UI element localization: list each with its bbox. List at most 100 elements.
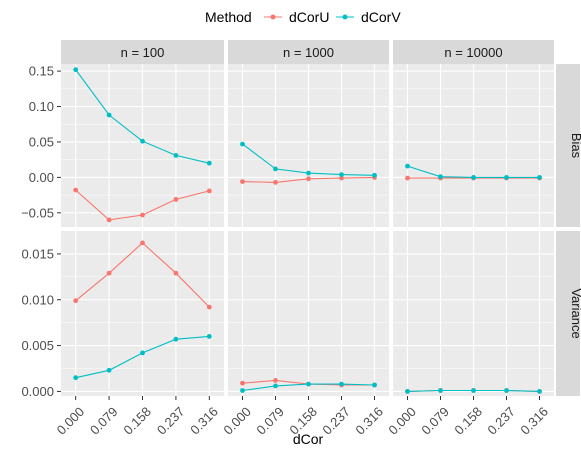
x-tick-label: 0.237 (154, 404, 188, 438)
data-point-dcorv (173, 153, 179, 158)
panel-r1-c1 (228, 231, 389, 396)
panel-r0-c1 (228, 64, 389, 227)
data-point-dcorv (173, 336, 179, 342)
x-tick-label: 0.000 (54, 404, 88, 438)
panels (61, 64, 554, 396)
data-point-dcorv (240, 388, 245, 393)
y-axes: 0.15 0.10 0.05 0.00 −0.05 0.015 0.010 0.005 0.00… (21, 64, 61, 399)
panel-data-r0-c0 (73, 67, 212, 223)
x-tick-label: 0.316 (352, 404, 386, 438)
column-strip-1: n = 1000 (228, 40, 389, 64)
data-point-dcoru (206, 188, 212, 194)
data-point-dcorv (504, 175, 509, 180)
y-tick-label: 0.000 (21, 384, 54, 399)
data-point-dcoru (73, 298, 79, 304)
x-tick-label: 0.237 (484, 404, 518, 438)
legend-item-dcoru: dCorU (264, 9, 329, 25)
panel-r1-c0 (61, 231, 224, 396)
y-tick-label: 0.10 (29, 99, 54, 114)
data-point-dcoru (73, 187, 79, 193)
data-point-dcorv (471, 388, 476, 393)
y-tick-label: 0.010 (21, 292, 54, 307)
column-strip-label: n = 1000 (283, 45, 334, 60)
data-point-dcorv (140, 138, 145, 144)
panel-r0-c0 (61, 64, 224, 227)
panel-data-r1-c1 (240, 378, 377, 393)
row-strip-bg (556, 64, 580, 227)
panel-data-r1-c0 (73, 240, 212, 381)
column-strip-label: n = 10000 (444, 45, 502, 60)
data-point-dcorv (273, 166, 278, 172)
x-axis-title: dCor (293, 431, 324, 447)
data-point-dcorv (339, 172, 344, 178)
x-tick-label: 0.079 (253, 404, 287, 438)
data-point-dcorv (273, 383, 278, 389)
data-point-dcorv (339, 381, 344, 387)
data-point-dcoru (106, 270, 112, 276)
column-strip-bg (228, 40, 389, 64)
data-point-dcorv (372, 382, 377, 388)
y-tick-label: 0.15 (29, 64, 54, 79)
x-tick-label: 0.000 (385, 404, 419, 438)
panel-data-r0-c2 (405, 163, 542, 181)
legend-title: Method (205, 9, 252, 25)
y-tick-label: 0.015 (21, 246, 54, 261)
y-tick-label: 0.005 (21, 338, 54, 353)
data-point-dcoru (140, 212, 145, 218)
data-point-dcorv (306, 170, 311, 176)
data-point-dcoru (240, 380, 245, 386)
data-point-dcorv (206, 334, 212, 339)
data-point-dcoru (173, 197, 179, 202)
data-point-dcorv (206, 160, 212, 166)
data-point-dcoru (173, 270, 179, 276)
x-tick-label: 0.316 (187, 404, 221, 438)
data-point-dcorv (106, 367, 112, 373)
column-strip-bg (393, 40, 554, 64)
y-tick-label: 0.05 (29, 134, 54, 149)
panel-r1-c2 (393, 231, 554, 396)
legend-label-dcorv: dCorV (361, 9, 401, 25)
data-point-dcoru (306, 176, 311, 182)
row-strip-label: Variance (569, 288, 581, 338)
data-point-dcorv (405, 389, 410, 394)
legend-item-dcorv: dCorV (336, 9, 401, 25)
legend-key-point-dcoru (270, 14, 276, 20)
data-point-dcorv (438, 388, 443, 393)
data-point-dcorv (537, 389, 542, 394)
x-tick-label: 0.316 (517, 404, 551, 438)
y-tick-label: 0.00 (29, 170, 54, 185)
x-tick-label: 0.237 (319, 404, 353, 438)
data-point-dcoru (405, 175, 410, 181)
data-point-dcorv (73, 375, 79, 381)
panel-data-r1-c2 (405, 388, 542, 394)
data-point-dcoru (140, 240, 145, 246)
legend-label-dcoru: dCorU (289, 9, 329, 25)
data-point-dcorv (405, 163, 410, 169)
data-point-dcoru (273, 378, 278, 383)
row-strip-0: Bias (556, 64, 581, 227)
data-point-dcoru (240, 179, 245, 185)
x-tick-label: 0.079 (87, 404, 121, 438)
column-strip-2: n = 10000 (393, 40, 554, 64)
data-point-dcorv (73, 67, 79, 73)
data-point-dcorv (306, 381, 311, 387)
data-point-dcorv (372, 172, 377, 178)
x-tick-label: 0.079 (418, 404, 452, 438)
panel-data-r0-c1 (240, 141, 377, 185)
x-tick-label: 0.158 (120, 404, 154, 438)
row-strip-label: Bias (569, 133, 581, 159)
row-strip-bg (556, 231, 580, 396)
column-strip-0: n = 100 (61, 40, 224, 64)
legend-key-point-dcorv (342, 14, 348, 20)
data-point-dcoru (273, 180, 278, 185)
column-strip-bg (61, 40, 224, 64)
data-point-dcorv (438, 174, 443, 180)
data-point-dcorv (537, 175, 542, 180)
data-point-dcorv (471, 175, 476, 180)
data-point-dcoru (106, 217, 112, 223)
data-point-dcorv (504, 388, 509, 393)
data-point-dcorv (240, 141, 245, 147)
column-strip-label: n = 100 (121, 45, 165, 60)
data-point-dcoru (339, 175, 344, 181)
